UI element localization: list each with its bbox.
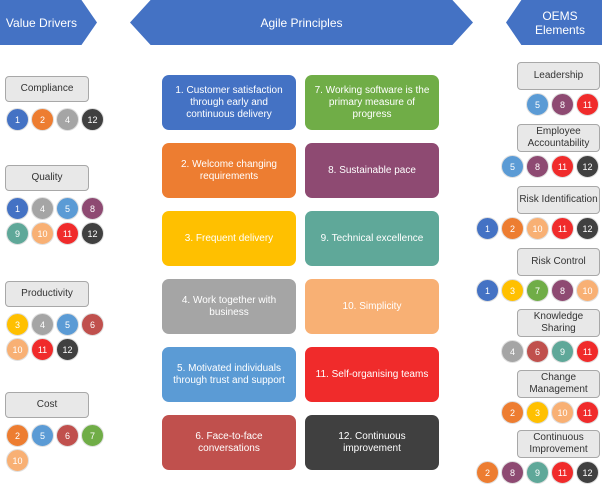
value-driver-productivity-badge: 3	[6, 313, 29, 336]
oems-element-risk-identification-badge: 10	[526, 217, 549, 240]
value-driver-compliance-badge: 2	[31, 108, 54, 131]
oems-element-continuous-improvement-badge: 12	[576, 461, 599, 484]
oems-element-risk-identification-badge: 1	[476, 217, 499, 240]
principle-5: 5. Motivated individuals through trust a…	[162, 347, 296, 402]
value-driver-cost-badge: 7	[81, 424, 104, 447]
principle-4: 4. Work together with business	[162, 279, 296, 334]
oems-element-change-management-badge: 2	[501, 401, 524, 424]
oems-element-continuous-improvement: Continuous Improvement	[517, 430, 600, 458]
oems-element-risk-control: Risk Control	[517, 248, 600, 276]
value-driver-quality-badge: 10	[31, 222, 54, 245]
oems-element-continuous-improvement-badge: 9	[526, 461, 549, 484]
value-driver-cost-badge: 6	[56, 424, 79, 447]
value-driver-quality-badge: 5	[56, 197, 79, 220]
value-driver-productivity-badge: 11	[31, 338, 54, 361]
value-drivers-header-text: Value Drivers	[5, 15, 78, 30]
oems-element-knowledge-sharing: Knowledge Sharing	[517, 309, 600, 337]
value-driver-cost-badge: 10	[6, 449, 29, 472]
oems-element-employee-accountability-badge: 5	[501, 155, 524, 178]
oems-element-risk-identification-badge: 12	[576, 217, 599, 240]
oems-elements-header-text: OEMS Elements	[534, 8, 586, 37]
oems-element-risk-control-badge: 3	[501, 279, 524, 302]
oems-element-risk-control-badge: 7	[526, 279, 549, 302]
principle-8: 8. Sustainable pace	[305, 143, 439, 198]
principle-1: 1. Customer satisfaction through early a…	[162, 75, 296, 130]
oems-element-knowledge-sharing-badge: 6	[526, 340, 549, 363]
value-driver-quality-badge: 11	[56, 222, 79, 245]
oems-element-risk-control-badge: 8	[551, 279, 574, 302]
oems-element-change-management-badge: 10	[551, 401, 574, 424]
agile-principles-header-text: Agile Principles	[260, 15, 343, 30]
value-driver-productivity-badge: 4	[31, 313, 54, 336]
value-driver-quality-badge: 4	[31, 197, 54, 220]
oems-element-continuous-improvement-badge: 11	[551, 461, 574, 484]
oems-element-risk-control-badge: 1	[476, 279, 499, 302]
oems-element-risk-identification-badge: 2	[501, 217, 524, 240]
principle-9: 9. Technical excellence	[305, 211, 439, 266]
principle-7: 7. Working software is the primary measu…	[305, 75, 439, 130]
oems-element-continuous-improvement-badge: 2	[476, 461, 499, 484]
value-driver-quality-badge: 9	[6, 222, 29, 245]
value-driver-productivity: Productivity	[5, 281, 89, 307]
oems-element-continuous-improvement-badge: 8	[501, 461, 524, 484]
oems-element-risk-identification-badge: 11	[551, 217, 574, 240]
oems-element-employee-accountability-badge: 12	[576, 155, 599, 178]
value-driver-quality-badge: 12	[81, 222, 104, 245]
value-driver-productivity-badge: 12	[56, 338, 79, 361]
principle-10: 10. Simplicity	[305, 279, 439, 334]
value-driver-compliance: Compliance	[5, 76, 89, 102]
value-driver-compliance-badge: 1	[6, 108, 29, 131]
oems-element-employee-accountability-badge: 11	[551, 155, 574, 178]
value-driver-quality-badge: 1	[6, 197, 29, 220]
principle-3: 3. Frequent delivery	[162, 211, 296, 266]
value-driver-cost-badge: 5	[31, 424, 54, 447]
oems-element-change-management: Change Management	[517, 370, 600, 398]
oems-element-risk-control-badge: 10	[576, 279, 599, 302]
oems-element-risk-identification: Risk Identification	[517, 186, 600, 214]
value-driver-productivity-badge: 6	[81, 313, 104, 336]
oems-element-knowledge-sharing-badge: 4	[501, 340, 524, 363]
value-driver-quality-badge: 8	[81, 197, 104, 220]
principle-11: 11. Self-organising teams	[305, 347, 439, 402]
oems-element-leadership-badge: 11	[576, 93, 599, 116]
value-driver-cost-badge: 2	[6, 424, 29, 447]
oems-element-knowledge-sharing-badge: 11	[576, 340, 599, 363]
oems-element-employee-accountability-badge: 8	[526, 155, 549, 178]
oems-elements-header: OEMS Elements	[506, 0, 602, 45]
oems-element-leadership-badge: 8	[551, 93, 574, 116]
oems-element-leadership: Leadership	[517, 62, 600, 90]
value-driver-compliance-badge: 12	[81, 108, 104, 131]
principle-12: 12. Continuous improvement	[305, 415, 439, 470]
oems-element-knowledge-sharing-badge: 9	[551, 340, 574, 363]
principle-6: 6. Face-to-face conversations	[162, 415, 296, 470]
principle-2: 2. Welcome changing requirements	[162, 143, 296, 198]
oems-element-leadership-badge: 5	[526, 93, 549, 116]
value-driver-quality: Quality	[5, 165, 89, 191]
value-driver-compliance-badge: 4	[56, 108, 79, 131]
value-driver-productivity-badge: 5	[56, 313, 79, 336]
value-drivers-header: Value Drivers	[0, 0, 97, 45]
agile-principles-header: Agile Principles	[130, 0, 473, 45]
oems-element-employee-accountability: Employee Accountability	[517, 124, 600, 152]
value-driver-productivity-badge: 10	[6, 338, 29, 361]
value-driver-cost: Cost	[5, 392, 89, 418]
oems-element-change-management-badge: 11	[576, 401, 599, 424]
oems-element-change-management-badge: 3	[526, 401, 549, 424]
